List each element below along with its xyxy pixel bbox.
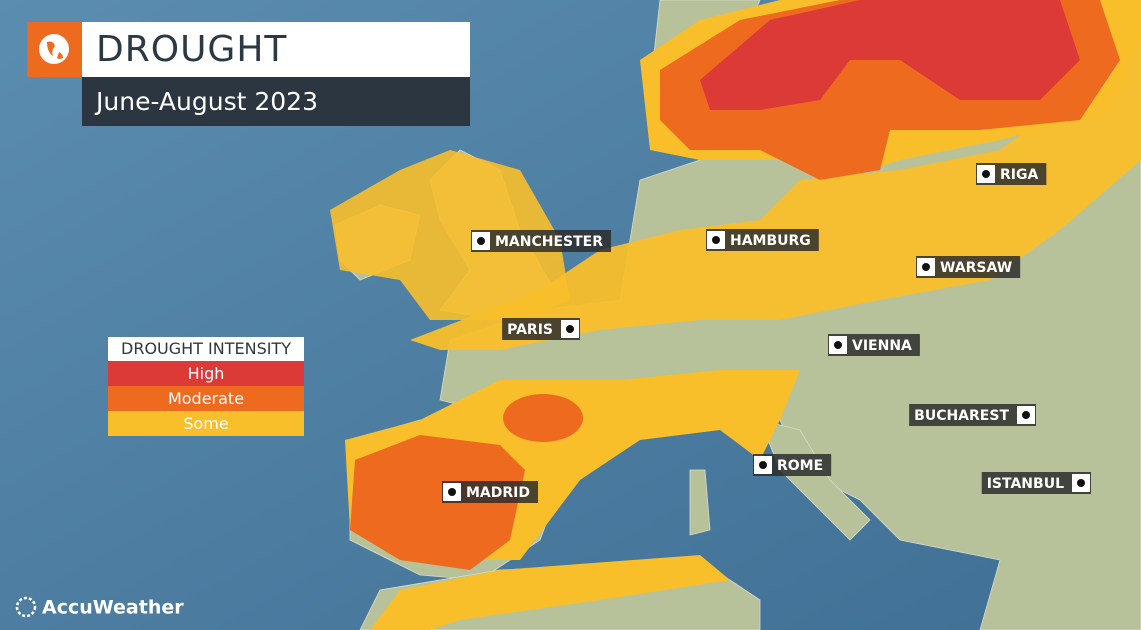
legend-title: DROUGHT INTENSITY <box>108 337 304 361</box>
subtitle: June-August 2023 <box>82 77 470 126</box>
legend-item: Moderate <box>108 386 304 411</box>
city-label: WARSAW <box>940 260 1012 276</box>
city-tag <box>909 404 1036 426</box>
zone-moderate <box>503 394 583 442</box>
city-label: ISTANBUL <box>987 476 1064 492</box>
brand-name: AccuWeather <box>42 597 184 619</box>
zone-high <box>700 0 1080 110</box>
city-tag <box>828 334 920 356</box>
legend: DROUGHT INTENSITY High Moderate Some <box>108 337 304 436</box>
globe-icon <box>39 34 69 64</box>
city-tag <box>706 229 819 251</box>
city-label: RIGA <box>1000 167 1038 183</box>
city-tag <box>502 318 580 340</box>
city-tag <box>981 472 1091 494</box>
city-label: MANCHESTER <box>495 234 603 250</box>
city-label: BUCHAREST <box>914 408 1009 424</box>
zone-some <box>330 150 570 320</box>
city-label: MADRID <box>466 485 530 501</box>
city-label: ROME <box>777 458 823 474</box>
city-tag <box>916 256 1021 278</box>
city-dot <box>834 341 842 349</box>
city-dot <box>982 170 990 178</box>
city-tag <box>442 481 538 503</box>
zone-some <box>370 555 730 630</box>
cities: MANCHESTER HAMBURG RIGA WARSAW PARIS VIENNA BU… <box>442 163 1091 503</box>
city-tag <box>471 230 612 252</box>
city-dot <box>1077 479 1085 487</box>
city-dot <box>922 263 930 271</box>
city-dot <box>448 488 456 496</box>
city-dot <box>477 237 485 245</box>
zone-moderate <box>350 435 525 570</box>
city-tag <box>753 454 832 476</box>
title: DROUGHT FORECAST <box>82 22 470 125</box>
brand-logo <box>15 596 37 618</box>
city-label: PARIS <box>507 322 553 338</box>
city-dot <box>759 461 767 469</box>
header-icon <box>27 22 82 77</box>
legend-item: Some <box>108 411 304 436</box>
city-label: HAMBURG <box>730 233 811 249</box>
legend-item: High <box>108 361 304 386</box>
city-dot <box>566 325 574 333</box>
city-dot <box>1022 411 1030 419</box>
city-dot <box>712 236 720 244</box>
brand: AccuWeather <box>15 596 184 619</box>
city-label: VIENNA <box>852 338 912 354</box>
